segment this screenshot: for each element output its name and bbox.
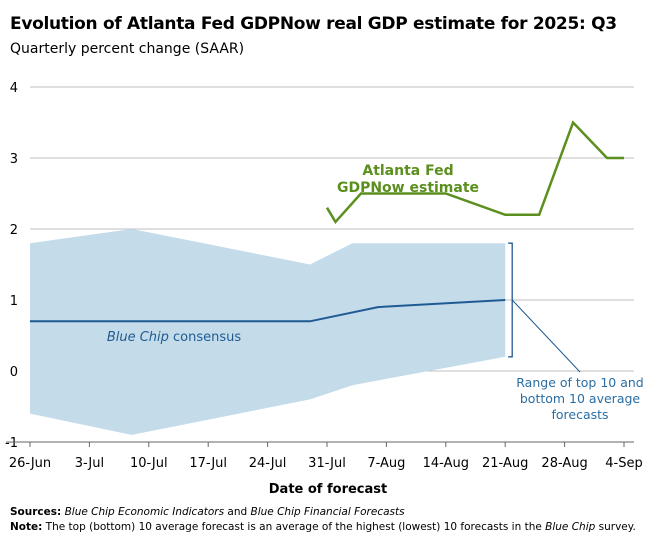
gdpnow-line xyxy=(325,120,624,224)
note-italic: Blue Chip xyxy=(545,521,596,533)
note-text-2: survey. xyxy=(595,521,636,533)
x-tick-label: 4-Sep xyxy=(605,456,642,471)
forecast-range-band xyxy=(30,229,506,435)
range-label: Range of top 10 and xyxy=(516,375,643,390)
gdpnow-label: Atlanta Fed xyxy=(362,163,453,179)
consensus-label-rest: consensus xyxy=(169,330,241,345)
y-tick-label: 0 xyxy=(10,365,18,380)
sources-and: and xyxy=(224,506,251,518)
x-tick-label: 7-Aug xyxy=(367,456,405,471)
x-tick-label: 28-Aug xyxy=(541,456,587,471)
y-tick-label: 3 xyxy=(10,152,18,167)
range-leader-line xyxy=(511,299,581,373)
note-text-1: The top (bottom) 10 average forecast is … xyxy=(42,521,546,533)
x-axis-label: Date of forecast xyxy=(269,482,387,497)
footer: Sources: Blue Chip Economic Indicators a… xyxy=(10,505,636,535)
gdpnow-label-line2: GDPNow estimate xyxy=(337,180,479,196)
note-label: Note: xyxy=(10,521,43,533)
chart-title: Evolution of Atlanta Fed GDPNow real GDP… xyxy=(10,14,617,34)
x-tick-label: 21-Aug xyxy=(482,456,528,471)
source-1: Blue Chip Economic Indicators xyxy=(64,506,225,518)
x-tick-label: 31-Jul xyxy=(308,456,346,471)
blue-chip-consensus-line xyxy=(30,299,506,323)
y-tick-label: 4 xyxy=(10,81,18,96)
x-tick-label: 26-Jun xyxy=(9,456,51,471)
sources-line: Sources: Blue Chip Economic Indicators a… xyxy=(10,505,636,520)
range-label-line3: forecasts xyxy=(551,407,608,422)
y-tick-label: 2 xyxy=(10,223,18,238)
x-tick-label: 14-Aug xyxy=(423,456,469,471)
chart-subtitle: Quarterly percent change (SAAR) xyxy=(10,41,245,57)
source-2: Blue Chip Financial Forecasts xyxy=(250,506,405,518)
note-line: Note: The top (bottom) 10 average foreca… xyxy=(10,520,636,535)
axes: 26-Jun 3-Jul 10-Jul 17-Jul 24-Jul 31-Jul 7-Aug… xyxy=(6,441,643,471)
x-tick-label: 3-Jul xyxy=(75,456,104,471)
y-tick-label: 1 xyxy=(10,294,18,309)
sources-label: Sources: xyxy=(10,506,62,518)
consensus-label-italic: Blue Chip xyxy=(107,330,169,345)
x-tick-label: 24-Jul xyxy=(249,456,287,471)
consensus-label: Blue Chip consensus xyxy=(107,330,242,345)
y-tick-label: -1 xyxy=(5,436,18,451)
x-tick-label: 10-Jul xyxy=(130,456,168,471)
x-tick-label: 17-Jul xyxy=(189,456,227,471)
range-label-line2: bottom 10 average xyxy=(520,391,641,406)
